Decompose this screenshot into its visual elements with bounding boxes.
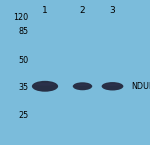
Text: 120: 120: [13, 13, 28, 22]
Ellipse shape: [35, 83, 55, 86]
Ellipse shape: [104, 84, 121, 86]
Ellipse shape: [73, 82, 92, 90]
Text: 50: 50: [18, 56, 28, 65]
Ellipse shape: [102, 82, 123, 90]
Text: 85: 85: [18, 27, 28, 36]
Text: 2: 2: [80, 6, 85, 15]
Text: 3: 3: [110, 6, 115, 15]
Ellipse shape: [32, 81, 58, 92]
Text: 25: 25: [18, 112, 28, 120]
Ellipse shape: [75, 84, 90, 86]
Text: 1: 1: [42, 6, 48, 15]
Text: NDUFA9: NDUFA9: [131, 82, 150, 91]
Text: 35: 35: [18, 83, 28, 91]
